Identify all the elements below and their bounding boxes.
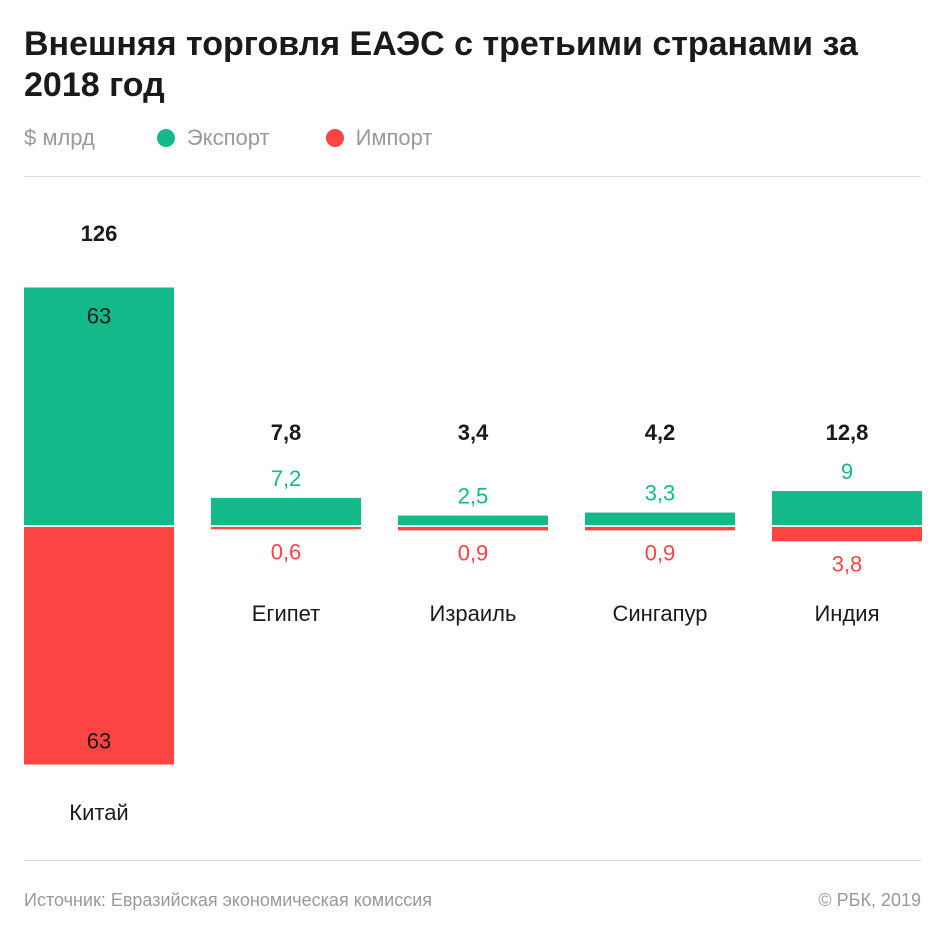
import-value-label: 63	[87, 729, 111, 754]
category-label: Израиль	[430, 601, 517, 626]
import-bar	[398, 527, 548, 531]
legend-export: Экспорт	[186, 125, 270, 150]
import-value-label: 0,6	[271, 539, 302, 564]
top-divider	[24, 176, 921, 177]
export-bar	[585, 512, 735, 525]
legend-import: Импорт	[355, 125, 433, 150]
copyright: © РБК, 2019	[818, 890, 921, 910]
import-value-label: 0,9	[458, 540, 489, 565]
unit-label: $ млрд	[24, 125, 95, 150]
category-label: Сингапур	[612, 601, 707, 626]
export-value-label: 63	[87, 303, 111, 328]
import-value-label: 3,8	[832, 551, 863, 576]
import-bar	[772, 527, 922, 542]
export-bar	[24, 287, 174, 525]
export-value-label: 7,2	[271, 466, 302, 491]
export-value-label: 9	[841, 459, 853, 484]
legend: $ млрд Экспорт Импорт	[24, 125, 432, 151]
import-bar	[211, 527, 361, 530]
export-bar	[211, 497, 361, 525]
category-label: Египет	[252, 601, 320, 626]
chart-title: Внешняя торговля ЕАЭС с третьими странам…	[24, 25, 858, 104]
total-label: 3,4	[458, 420, 489, 445]
total-label: 126	[81, 221, 118, 246]
import-bar	[585, 527, 735, 531]
category-label: Китай	[69, 800, 128, 825]
import-legend-dot	[325, 129, 344, 147]
total-label: 12,8	[826, 420, 869, 445]
export-bar	[772, 491, 922, 525]
category-label: Индия	[814, 601, 879, 626]
export-legend-dot	[156, 129, 175, 147]
source: Источник: Евразийская экономическая коми…	[24, 890, 433, 910]
import-value-label: 0,9	[645, 540, 676, 565]
export-value-label: 3,3	[645, 481, 676, 506]
import-bar	[24, 527, 174, 765]
bottom-divider	[24, 860, 921, 861]
total-label: 4,2	[645, 420, 676, 445]
export-value-label: 2,5	[458, 484, 489, 509]
total-label: 7,8	[271, 420, 302, 445]
export-bar	[398, 515, 548, 525]
